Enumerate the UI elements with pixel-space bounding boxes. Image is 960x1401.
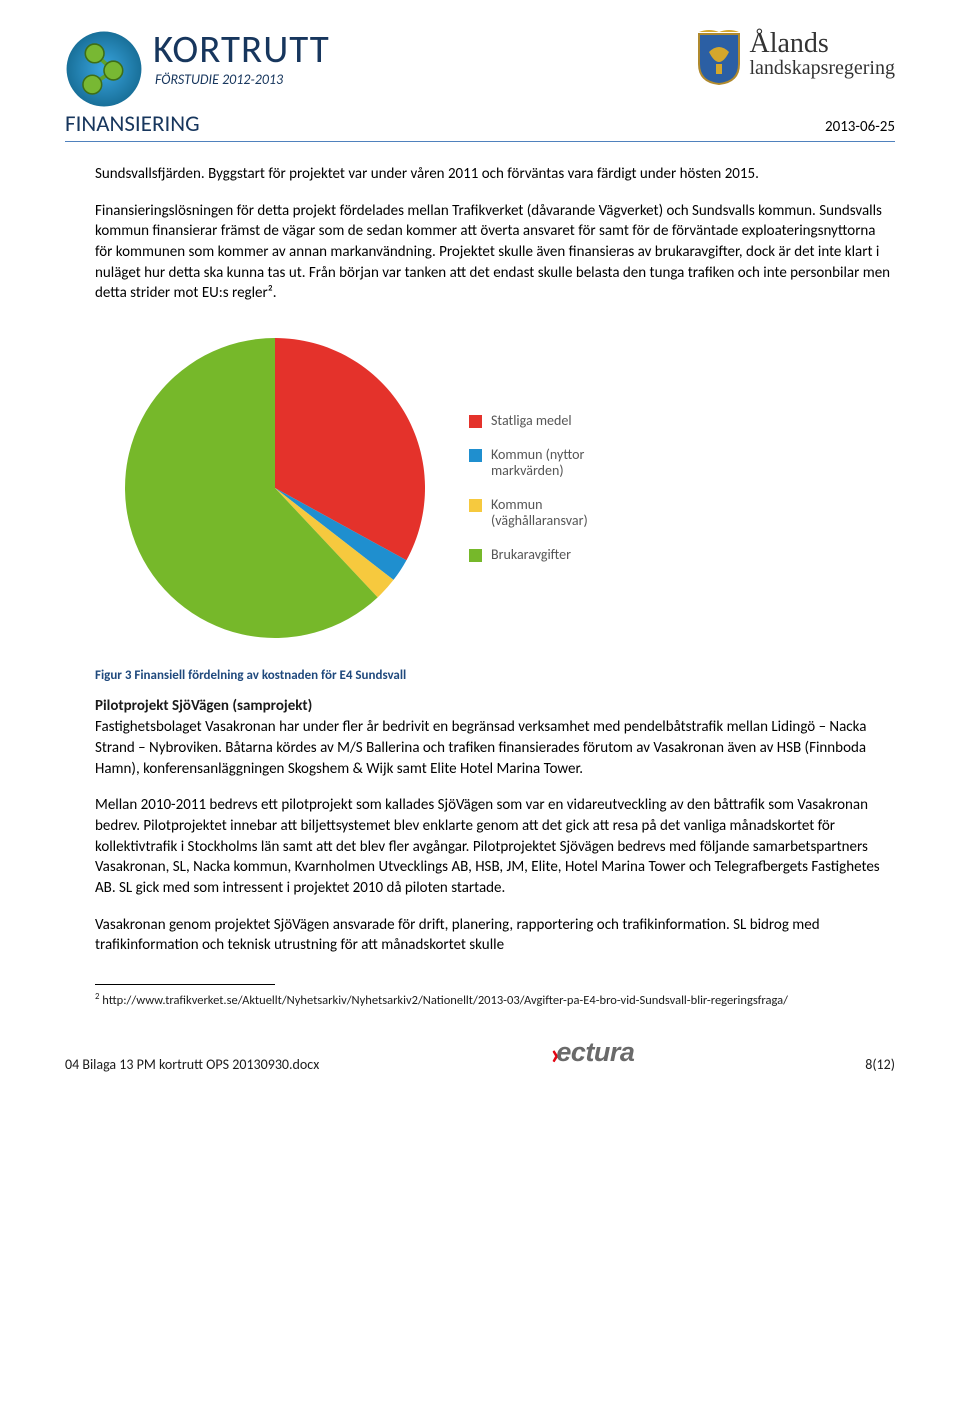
paragraph-5: Vasakronan genom projektet SjöVägen ansv… <box>95 915 895 956</box>
header-left: KORTRUTT FÖRSTUDIE 2012-2013 <box>65 30 330 108</box>
page-footer: 04 Bilaga 13 PM kortrutt OPS 20130930.do… <box>65 1036 895 1073</box>
chart-legend: Statliga medel Kommun (nyttor markvärden)… <box>469 395 639 582</box>
legend-swatch <box>469 499 482 512</box>
legend-label: Kommun (nyttor markvärden) <box>491 447 639 479</box>
legend-label: Kommun (väghållaransvar) <box>491 497 639 529</box>
legend-label: Statliga medel <box>491 413 572 429</box>
footer-right: 8(12) <box>865 1056 895 1073</box>
header-right: Ålands landskapsregering <box>695 30 895 86</box>
legend-swatch <box>469 415 482 428</box>
kortrutt-title: KORTRUTT <box>153 30 330 69</box>
legend-label: Brukaravgifter <box>491 547 571 563</box>
legend-item: Statliga medel <box>469 413 639 429</box>
footnote-rule <box>95 984 275 985</box>
legend-item: Kommun (nyttor markvärden) <box>469 447 639 479</box>
page-header: KORTRUTT FÖRSTUDIE 2012-2013 Ålands land… <box>65 30 895 108</box>
footer-left: 04 Bilaga 13 PM kortrutt OPS 20130930.do… <box>65 1056 319 1073</box>
footnote-text: http://www.trafikverket.se/Aktuellt/Nyhe… <box>99 993 788 1008</box>
legend-item: Brukaravgifter <box>469 547 639 563</box>
paragraph-4: Mellan 2010-2011 bedrevs ett pilotprojek… <box>95 795 895 898</box>
aland-line1: Ålands <box>749 30 895 58</box>
vectura-logo: ›ectura <box>550 1036 634 1073</box>
aland-text: Ålands landskapsregering <box>749 30 895 78</box>
meta-bar: FINANSIERING 2013-06-25 <box>65 110 895 138</box>
pie-chart-icon <box>115 328 435 648</box>
section-title: FINANSIERING <box>65 110 200 138</box>
legend-swatch <box>469 549 482 562</box>
subheading-sjovagen: Pilotprojekt SjöVägen (samprojekt) <box>95 697 895 715</box>
kortrutt-subtitle: FÖRSTUDIE 2012-2013 <box>155 71 330 88</box>
document-date: 2013-06-25 <box>825 118 895 136</box>
aland-crest-icon <box>695 30 743 86</box>
kortrutt-logo-icon <box>65 30 143 108</box>
header-rule <box>65 141 895 142</box>
figure-caption: Figur 3 Finansiell fördelning av kostnad… <box>95 668 895 683</box>
footnote-2: 2 http://www.trafikverket.se/Aktuellt/Ny… <box>95 991 895 1010</box>
aland-line2: landskapsregering <box>749 58 895 78</box>
vectura-text: ectura <box>556 1037 634 1067</box>
kortrutt-title-block: KORTRUTT FÖRSTUDIE 2012-2013 <box>153 30 330 88</box>
paragraph-3: Fastighetsbolaget Vasakronan har under f… <box>95 717 895 779</box>
paragraph-2: Finansieringslösningen för detta projekt… <box>95 201 895 304</box>
legend-swatch <box>469 449 482 462</box>
paragraph-1: Sundsvallsfjärden. Byggstart för projekt… <box>95 164 895 185</box>
pie-chart-figure: Statliga medel Kommun (nyttor markvärden)… <box>115 328 895 648</box>
legend-item: Kommun (väghållaransvar) <box>469 497 639 529</box>
